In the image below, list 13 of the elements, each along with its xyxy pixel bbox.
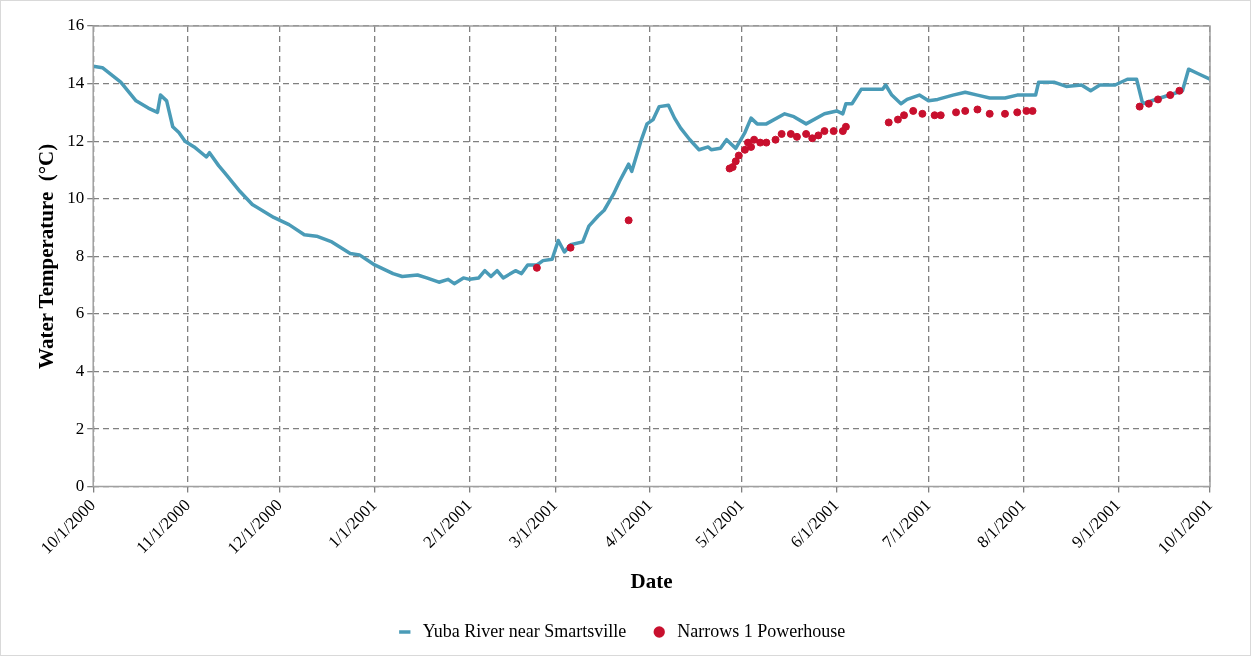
y-tick-label: 10 bbox=[67, 188, 85, 208]
y-tick-label: 12 bbox=[67, 130, 85, 150]
y-tick-label: 0 bbox=[75, 476, 85, 496]
y-axis-title: Water Temperature (°C) bbox=[34, 143, 59, 369]
y-tick-label: 4 bbox=[75, 360, 85, 380]
y-tick-label: 14 bbox=[67, 73, 85, 93]
legend-label: Yuba River near Smartsville bbox=[422, 620, 627, 641]
y-tick-label: 6 bbox=[75, 303, 85, 323]
y-tick-label: 8 bbox=[75, 245, 85, 265]
legend-label: Narrows 1 Powerhouse bbox=[677, 620, 846, 641]
y-tick-label: 16 bbox=[67, 15, 85, 35]
x-axis-title: Date bbox=[630, 568, 673, 593]
y-tick-label: 2 bbox=[75, 418, 85, 438]
